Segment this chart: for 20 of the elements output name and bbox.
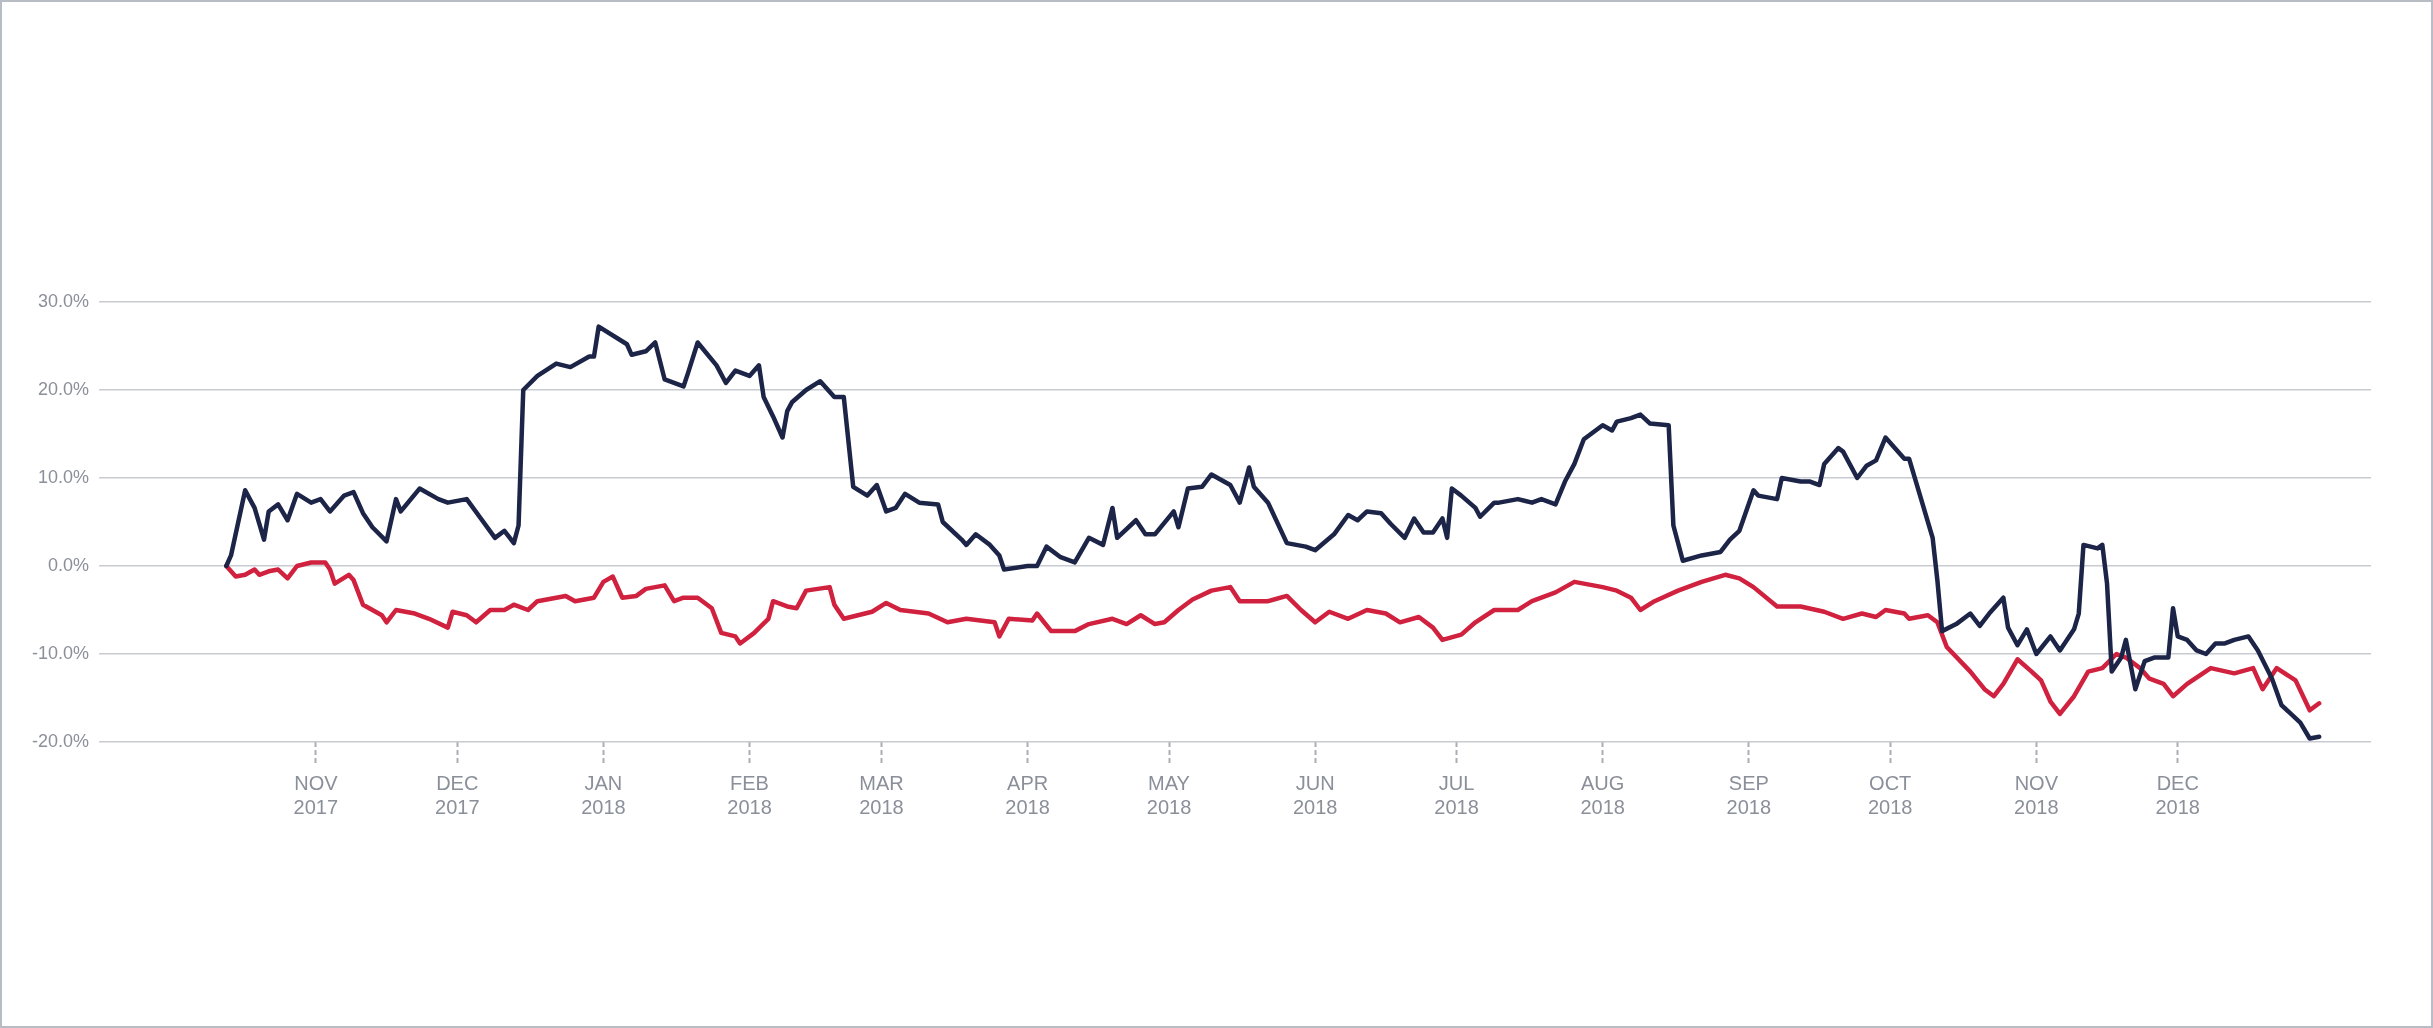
y-tick-label: 30.0% (37, 290, 90, 311)
x-tick-label: JAN 2018 (581, 771, 626, 818)
x-tick-label: JUN 2018 (1292, 771, 1338, 818)
x-tick-label: AUG 2018 (1580, 771, 1625, 818)
x-tick-label: SEP 2018 (1726, 771, 1772, 818)
x-tick-label: NOV 2017 (293, 771, 339, 818)
x-tick-label: DEC 2017 (435, 771, 480, 818)
x-tick-label: JUL 2018 (1434, 771, 1479, 818)
x-tick-label: APR 2018 (1005, 771, 1050, 818)
x-tick-label: OCT 2018 (1867, 771, 1913, 818)
y-tick-label: 10.0% (37, 466, 90, 487)
x-tick-label: FEB 2018 (727, 771, 772, 818)
x-tick-label: MAY 2018 (1146, 771, 1192, 818)
y-tick-label: 0.0% (48, 554, 90, 575)
y-tick-label: -10.0% (31, 642, 90, 663)
x-tick-label: DEC 2018 (2155, 771, 2200, 818)
x-tick-label: MAR 2018 (859, 771, 904, 818)
y-tick-label: -20.0% (31, 730, 90, 751)
x-tick-label: NOV 2018 (2014, 771, 2059, 818)
y-tick-label: 20.0% (37, 378, 90, 399)
